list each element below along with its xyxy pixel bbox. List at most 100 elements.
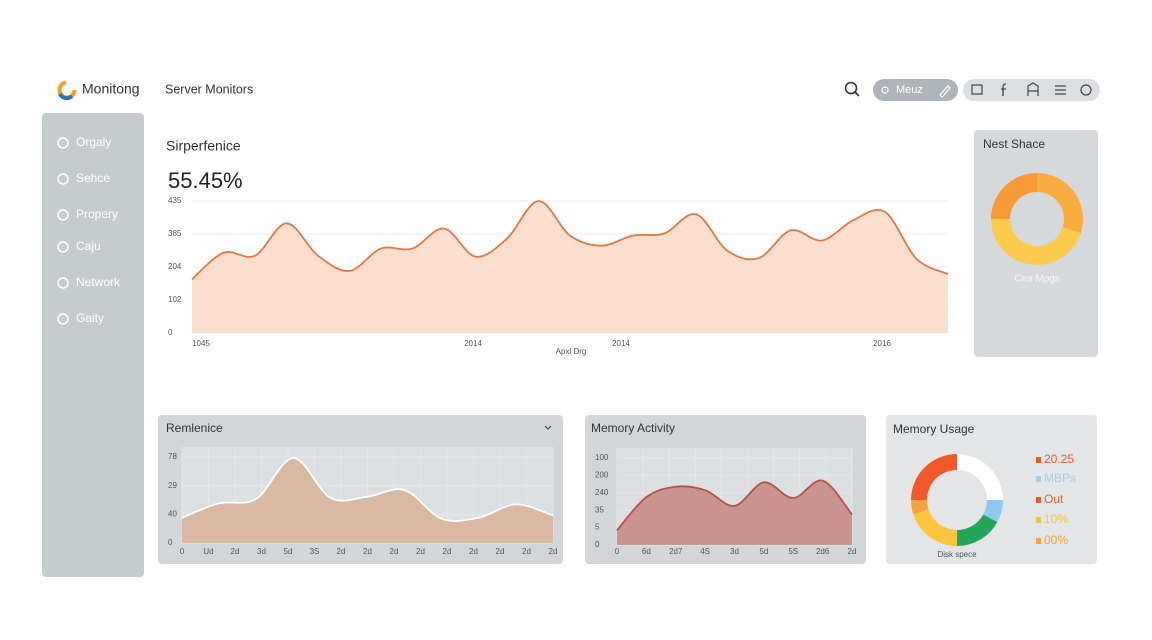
sidebar-icon xyxy=(57,241,69,253)
sidebar-label: Caju xyxy=(76,239,101,253)
edit-icon xyxy=(939,85,951,98)
x-tick-label: 5S xyxy=(788,547,798,556)
main-chart: 435 385 204 102 0 1045 2014 2014 2016 Apxl Drg xyxy=(168,196,949,356)
panel-title: Remlenice xyxy=(166,421,223,435)
x-tick-label: 2d xyxy=(390,547,399,556)
share-panel xyxy=(974,130,1098,357)
x-tick-label: 2d xyxy=(848,547,857,556)
sidebar-label: Gaity xyxy=(76,311,104,325)
share-panel-title: Nest Shace xyxy=(983,137,1045,151)
y-tick-label: 29 xyxy=(168,481,177,490)
y-tick-label: 102 xyxy=(168,295,182,304)
sidebar-item[interactable]: Sehce xyxy=(57,171,110,185)
main-chart-title: Sirperfenice xyxy=(166,138,241,154)
building-icon[interactable] xyxy=(1027,82,1039,96)
x-tick-label: 2016 xyxy=(873,339,891,348)
donut-segment xyxy=(911,454,957,500)
legend-label: 10% xyxy=(1044,512,1068,526)
sidebar-icon xyxy=(57,277,69,289)
x-tick-label: 2d xyxy=(416,547,425,556)
x-tick-label: 5d xyxy=(284,547,293,556)
panel-title: Memory Activity xyxy=(591,421,675,435)
y-tick-label: 0 xyxy=(168,328,173,337)
menu-pill xyxy=(873,79,958,101)
search-button[interactable] xyxy=(844,81,860,97)
y-tick-label: 100 xyxy=(595,453,609,462)
list-icon[interactable] xyxy=(1055,85,1066,95)
menu-button[interactable]: Meuz xyxy=(873,79,958,101)
main-chart-value: 55.45% xyxy=(168,168,243,193)
x-tick-label: 2d xyxy=(522,547,531,556)
legend-label: MBPs xyxy=(1044,471,1076,485)
legend-swatch xyxy=(1036,517,1041,523)
sidebar-icon xyxy=(57,173,69,185)
area-line xyxy=(191,200,949,280)
x-tick-label: 0 xyxy=(615,547,620,556)
logo-accent xyxy=(58,92,74,101)
legend-swatch xyxy=(1036,497,1041,503)
sidebar-item[interactable]: Orgaly xyxy=(57,135,111,149)
y-tick-label: 385 xyxy=(168,229,182,238)
donut-segment xyxy=(983,500,1003,523)
donut-segment xyxy=(911,500,929,515)
area-fill xyxy=(182,458,553,543)
area-fill xyxy=(192,200,948,333)
menu-icon xyxy=(881,86,889,94)
sidebar-label: Propery xyxy=(76,207,118,221)
sidebar-items: Orgaly Sehce Propery Caju Network Gaity xyxy=(57,135,121,325)
y-tick-label: 200 xyxy=(595,471,609,480)
sidebar-item[interactable]: Gaity xyxy=(57,311,104,325)
x-tick-label: 3d xyxy=(730,547,739,556)
donut-segment xyxy=(1037,173,1084,234)
y-tick-label: 204 xyxy=(168,262,182,271)
donut-segment xyxy=(913,509,957,546)
share-panel-label: Cea Mpgs xyxy=(1014,274,1060,285)
info-icon[interactable] xyxy=(1080,84,1092,96)
donut-segment xyxy=(957,514,998,546)
brand: Monitong xyxy=(82,81,140,97)
x-tick-label: 2014 xyxy=(612,339,630,348)
legend-swatch xyxy=(1036,538,1041,544)
menu-label: Meuz xyxy=(896,84,923,96)
y-tick-label: 40 xyxy=(168,509,177,518)
panel: Memory Usage Disk spece 20.25 MBPs Out 10% 00% xyxy=(893,422,1076,559)
area-line xyxy=(181,457,554,522)
sidebar-icon xyxy=(57,313,69,325)
x-tick-label: 2d xyxy=(549,547,558,556)
x-tick-label: 6d xyxy=(642,547,651,556)
calendar-icon[interactable] xyxy=(971,84,983,95)
x-tick-label: 2d xyxy=(231,547,240,556)
page-title: Server Monitors xyxy=(165,82,253,96)
donut-label: Disk spece xyxy=(937,550,977,559)
toolbar-pill xyxy=(963,79,1100,101)
social-icon[interactable] xyxy=(1001,83,1007,96)
legend-label: 20.25 xyxy=(1044,452,1074,466)
search-icon-handle xyxy=(854,91,860,97)
sidebar-item[interactable]: Network xyxy=(57,275,121,289)
y-tick-label: 5 xyxy=(595,523,600,532)
share-chart xyxy=(991,173,1084,266)
area-line xyxy=(616,479,853,531)
x-tick-label: 4S xyxy=(700,547,710,556)
panel: Memory Activity 100 200 240 35 5 0 0 6d 2d7 4S 3d 5d… xyxy=(591,421,856,556)
x-tick-label: 0 xyxy=(180,547,185,556)
donut-segment xyxy=(991,219,1081,266)
x-tick-label: 2d xyxy=(337,547,346,556)
sidebar-item[interactable]: Propery xyxy=(57,207,118,221)
donut-segment xyxy=(957,454,1003,500)
search-icon xyxy=(844,81,858,95)
x-tick-label: 2d6 xyxy=(816,547,830,556)
x-axis-label: Apxl Drg xyxy=(556,347,587,356)
y-tick-label: 0 xyxy=(168,538,173,547)
x-tick-label: 2014 xyxy=(464,339,482,348)
sidebar-item[interactable]: Caju xyxy=(57,239,101,253)
legend-swatch xyxy=(1036,457,1041,463)
dropdown-chevron[interactable] xyxy=(544,425,552,430)
x-tick-label: Ud xyxy=(203,547,213,556)
sidebar-label: Network xyxy=(76,275,121,289)
legend-label: Out xyxy=(1044,492,1064,506)
y-tick-label: 0 xyxy=(595,540,600,549)
y-tick-label: 78 xyxy=(168,452,177,461)
